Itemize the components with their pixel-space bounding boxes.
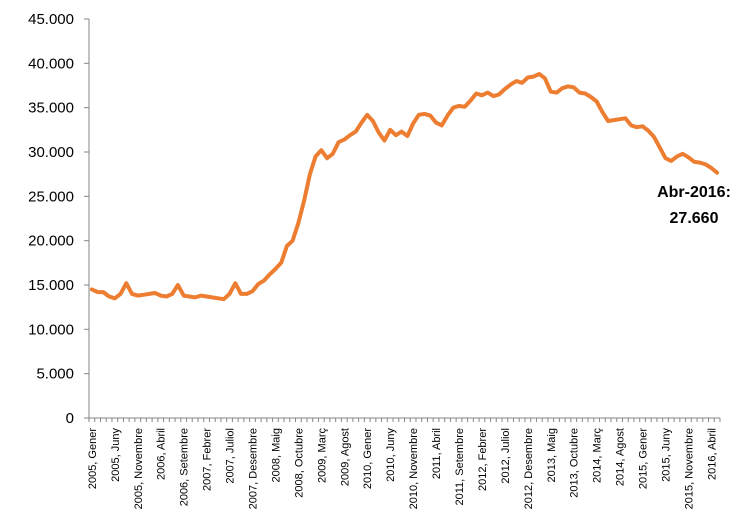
series-line bbox=[89, 72, 720, 302]
x-tick-label: 2010, Gener bbox=[362, 428, 374, 489]
end-value-annotation-date: Abr-2016: bbox=[657, 184, 731, 201]
x-tick-label: 2016, Abril bbox=[706, 428, 718, 480]
y-axis: 0 5.000 10.000 15.000 20.000 25.000 30.000 35.0… bbox=[28, 11, 90, 427]
x-tick-label: 2007, Juliol bbox=[225, 428, 237, 484]
x-tick-label: 2005, Gener bbox=[87, 428, 99, 489]
y-tick-label: 30.000 bbox=[28, 144, 74, 161]
x-tick-label: 2015, Juny bbox=[661, 428, 673, 482]
x-tick-label: 2006, Abril bbox=[156, 428, 168, 480]
x-tick-label: 2009, Març bbox=[316, 428, 328, 484]
x-tick-label: 2005, Novembre bbox=[133, 428, 145, 509]
y-tick-label: 45.000 bbox=[28, 11, 74, 28]
series-layer bbox=[89, 72, 720, 302]
x-tick-label: 2012, Desembre bbox=[523, 428, 535, 509]
x-tick-label: 2012, Febrer bbox=[477, 428, 489, 491]
x-tick-label: 2006, Setembre bbox=[179, 428, 191, 506]
y-tick-label: 15.000 bbox=[28, 277, 74, 294]
x-tick-label: 2010, Juny bbox=[385, 428, 397, 482]
x-tick-label: 2013, Octubre bbox=[569, 428, 581, 498]
x-tick-label: 2011, Abril bbox=[431, 428, 443, 479]
y-tick-label: 35.000 bbox=[28, 100, 74, 117]
x-tick-label: 2008, Octubre bbox=[293, 428, 305, 498]
x-tick-label: 2007, Desembre bbox=[247, 428, 259, 509]
y-tick-label: 20.000 bbox=[28, 233, 74, 250]
x-tick-label: 2008, Maig bbox=[270, 428, 282, 482]
x-tick-label: 2007, Febrer bbox=[202, 428, 214, 491]
x-tick-label: 2012, Juliol bbox=[500, 428, 512, 484]
x-tick-label: 2014, Agost bbox=[615, 428, 627, 486]
y-tick-label: 0 bbox=[66, 410, 74, 427]
x-tick-label: 2009, Agost bbox=[339, 428, 351, 486]
y-tick-label: 10.000 bbox=[28, 321, 74, 338]
x-axis: 2005, Gener 2005, Juny 2005, Novembre 2006,… bbox=[87, 417, 721, 509]
y-tick-label: 5.000 bbox=[36, 366, 74, 383]
x-tick-label: 2005, Juny bbox=[110, 428, 122, 482]
y-tick-label: 40.000 bbox=[28, 55, 74, 72]
x-tick-label: 2011, Setembre bbox=[454, 428, 466, 505]
y-tick-label: 25.000 bbox=[28, 188, 74, 205]
x-tick-label: 2015, Gener bbox=[638, 428, 650, 489]
end-value-annotation-value: 27.660 bbox=[670, 210, 719, 227]
x-tick-label: 2014, Març bbox=[592, 428, 604, 484]
x-tick-label: 2013, Maig bbox=[546, 428, 558, 482]
x-tick-label: 2015, Novembre bbox=[683, 428, 695, 509]
x-tick-label: 2010, Novembre bbox=[408, 428, 420, 509]
